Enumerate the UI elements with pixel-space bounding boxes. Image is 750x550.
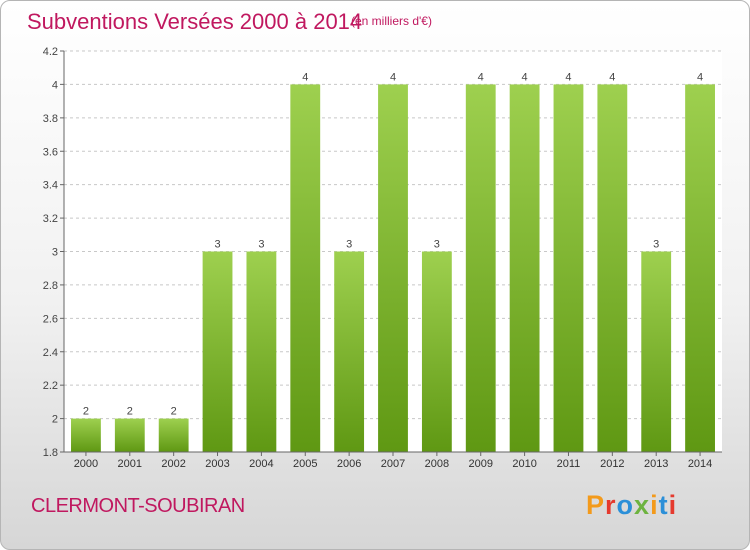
- data-label: 3: [653, 239, 659, 251]
- y-tick-label: 3.8: [43, 113, 58, 125]
- y-tick-label: 2: [52, 414, 58, 426]
- chart-title: Subventions Versées 2000 à 2014: [27, 9, 363, 34]
- x-tick-label: 2006: [337, 458, 361, 470]
- logo-letter: r: [605, 490, 617, 520]
- bar-2000: [71, 418, 101, 452]
- data-label: 4: [697, 71, 703, 83]
- data-label: 2: [83, 406, 89, 418]
- y-tick-label: 3.2: [43, 213, 58, 225]
- data-label: 4: [565, 71, 571, 83]
- y-tick-label: 4.2: [43, 46, 58, 58]
- y-tick-label: 1.8: [43, 447, 58, 459]
- y-tick-label: 4: [52, 79, 58, 91]
- y-tick-label: 3: [52, 247, 58, 259]
- x-axis: 2000 2001 2002 2003 2004 2005 2006 2007 2008 2009…: [64, 451, 722, 470]
- commune-name: CLERMONT-SOUBIRAN: [31, 495, 245, 517]
- data-label: 3: [258, 239, 264, 251]
- logo-letter: x: [634, 490, 651, 520]
- bars: 2 2 2 3 3 4 3 4 3 4 4 4 4 3 4: [71, 71, 715, 453]
- x-tick-label: 2005: [293, 458, 317, 470]
- bar-2008: [421, 251, 452, 452]
- data-label: 2: [127, 406, 133, 418]
- logo-letter: i: [668, 490, 678, 520]
- data-label: 4: [522, 71, 528, 83]
- chart-unit: (en milliers d'€): [351, 14, 432, 28]
- bar-2005: [290, 84, 321, 453]
- bar-2011: [553, 84, 584, 453]
- bar-2001: [114, 418, 145, 452]
- y-tick-label: 3.6: [43, 146, 58, 158]
- data-label: 2: [171, 406, 177, 418]
- x-tick-label: 2013: [644, 458, 668, 470]
- proxiti-logo: Proxiti: [586, 490, 677, 521]
- logo-letter: P: [586, 490, 606, 520]
- x-tick-label: 2009: [468, 458, 492, 470]
- logo-letter: i: [650, 490, 659, 520]
- data-label: 4: [390, 71, 396, 83]
- x-tick-label: 2002: [161, 458, 185, 470]
- bar-2007: [378, 84, 408, 453]
- x-tick-label: 2003: [205, 458, 229, 470]
- x-tick-label: 2012: [600, 458, 624, 470]
- y-tick-label: 2.6: [43, 313, 58, 325]
- bar-2012: [597, 84, 628, 453]
- x-tick-label: 2010: [512, 458, 536, 470]
- y-tick-label: 2.8: [43, 280, 58, 292]
- data-label: 4: [302, 71, 308, 83]
- x-tick-label: 2004: [249, 458, 273, 470]
- bar-2006: [334, 251, 365, 452]
- x-tick-label: 2007: [381, 458, 405, 470]
- logo-letter: o: [616, 490, 635, 520]
- x-tick-label: 2008: [425, 458, 449, 470]
- bar-2010: [509, 84, 540, 453]
- bar-2003: [202, 251, 233, 452]
- bar-2013: [641, 251, 672, 452]
- x-tick-label: 2014: [688, 458, 712, 470]
- bar-2009: [465, 84, 496, 453]
- y-tick-label: 3.4: [43, 180, 58, 192]
- logo-letter: t: [658, 490, 669, 520]
- data-label: 3: [434, 239, 440, 251]
- x-tick-label: 2001: [118, 458, 142, 470]
- x-tick-label: 2011: [557, 458, 581, 470]
- data-label: 4: [478, 71, 484, 83]
- bar-2002: [158, 418, 189, 452]
- data-label: 3: [346, 239, 352, 251]
- y-tick-label: 2.2: [43, 380, 58, 392]
- y-axis: 1.8 2 2.2 2.4 2.6 2.8 3 3.2 3.4 3.6 3.8 4 4.2: [43, 46, 65, 459]
- bar-2014: [685, 84, 715, 453]
- x-tick-label: 2000: [74, 458, 98, 470]
- data-label: 3: [214, 239, 220, 251]
- y-tick-label: 2.4: [43, 347, 58, 359]
- bar-2004: [246, 251, 277, 452]
- data-label: 4: [609, 71, 615, 83]
